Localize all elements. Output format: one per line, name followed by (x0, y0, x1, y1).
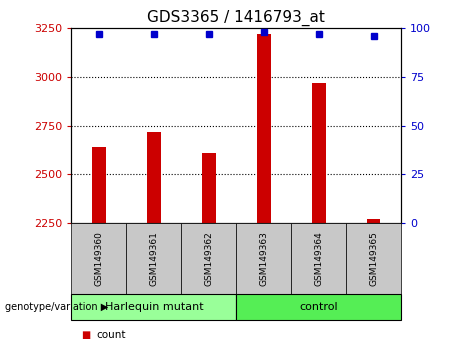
Text: count: count (97, 330, 126, 339)
Bar (147, 131, 161, 223)
Text: GSM149360: GSM149360 (95, 231, 103, 286)
Bar (257, 34, 271, 223)
Text: GSM149362: GSM149362 (204, 231, 213, 286)
Text: GSM149365: GSM149365 (369, 231, 378, 286)
Bar (312, 83, 325, 223)
Bar (202, 153, 216, 223)
Title: GDS3365 / 1416793_at: GDS3365 / 1416793_at (148, 9, 325, 25)
Bar (92, 147, 106, 223)
Text: control: control (299, 302, 338, 312)
Text: GSM149364: GSM149364 (314, 231, 323, 286)
Text: Harlequin mutant: Harlequin mutant (105, 302, 203, 312)
Text: GSM149361: GSM149361 (149, 231, 159, 286)
Text: genotype/variation ▶: genotype/variation ▶ (5, 302, 108, 312)
Bar (367, 219, 380, 223)
Text: GSM149363: GSM149363 (259, 231, 268, 286)
Text: ■: ■ (81, 330, 90, 339)
